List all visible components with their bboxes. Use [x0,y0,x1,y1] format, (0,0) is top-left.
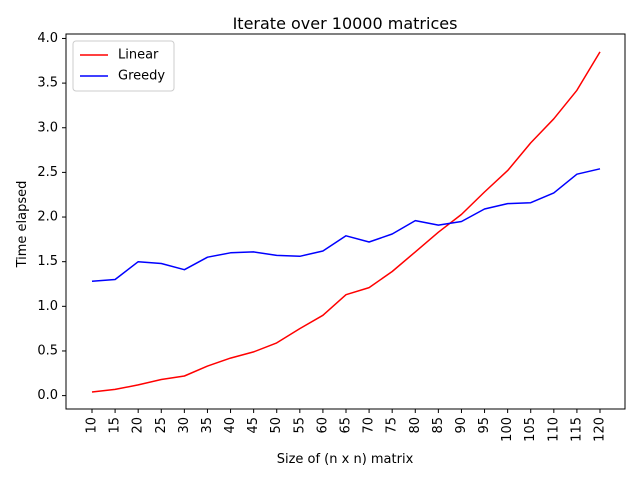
x-tick-label: 15 [108,417,123,434]
x-tick-label: 25 [154,417,169,434]
x-tick-label: 70 [362,417,377,434]
x-tick-label: 80 [408,417,423,434]
x-tick-label: 65 [339,417,354,434]
x-tick-label: 60 [315,417,330,434]
legend-label-greedy: Greedy [118,69,165,84]
x-tick-label: 75 [385,417,400,434]
x-tick-label: 45 [246,417,261,434]
y-tick-label: 0.0 [37,388,58,403]
x-tick-label: 30 [177,417,192,434]
y-tick-label: 2.5 [37,165,58,180]
x-axis: 10 15 20 25 30 35 40 45 50 55 60 65 70 75 80 85 90 95 100 1… [85,409,608,442]
x-tick-label: 100 [500,417,515,442]
plot-area [91,51,601,393]
y-tick-label: 4.0 [37,31,58,46]
x-tick-label: 55 [292,417,307,434]
x-tick-label: 115 [569,417,584,442]
y-tick-label: 2.0 [37,210,58,225]
x-tick-label: 10 [85,417,100,434]
y-tick-label: 1.0 [37,299,58,314]
x-tick-label: 105 [523,417,538,442]
x-tick-label: 35 [200,417,215,434]
legend: Linear Greedy [72,40,175,92]
series-line-greedy [91,168,601,283]
y-tick-label: 1.5 [37,254,58,269]
y-tick-label: 3.5 [37,76,58,91]
y-axis: 0.0 0.5 1.0 1.5 2.0 2.5 3.0 3.5 4.0 [37,31,66,403]
x-axis-label: Size of (n x n) matrix [277,452,414,467]
x-tick-label: 50 [269,417,284,434]
y-axis-label: Time elapsed [15,181,30,269]
x-tick-label: 40 [223,417,238,434]
y-tick-label: 0.5 [37,343,58,358]
series-line-linear [91,51,601,393]
x-tick-label: 20 [131,417,146,434]
legend-box [72,40,175,92]
y-tick-label: 3.0 [37,120,58,135]
x-tick-label: 95 [477,417,492,434]
x-tick-label: 120 [593,417,608,442]
x-tick-label: 90 [454,417,469,434]
chart-title: Iterate over 10000 matrices [233,14,458,33]
x-tick-label: 110 [546,417,561,442]
legend-label-linear: Linear [118,48,159,63]
x-tick-label: 85 [431,417,446,434]
